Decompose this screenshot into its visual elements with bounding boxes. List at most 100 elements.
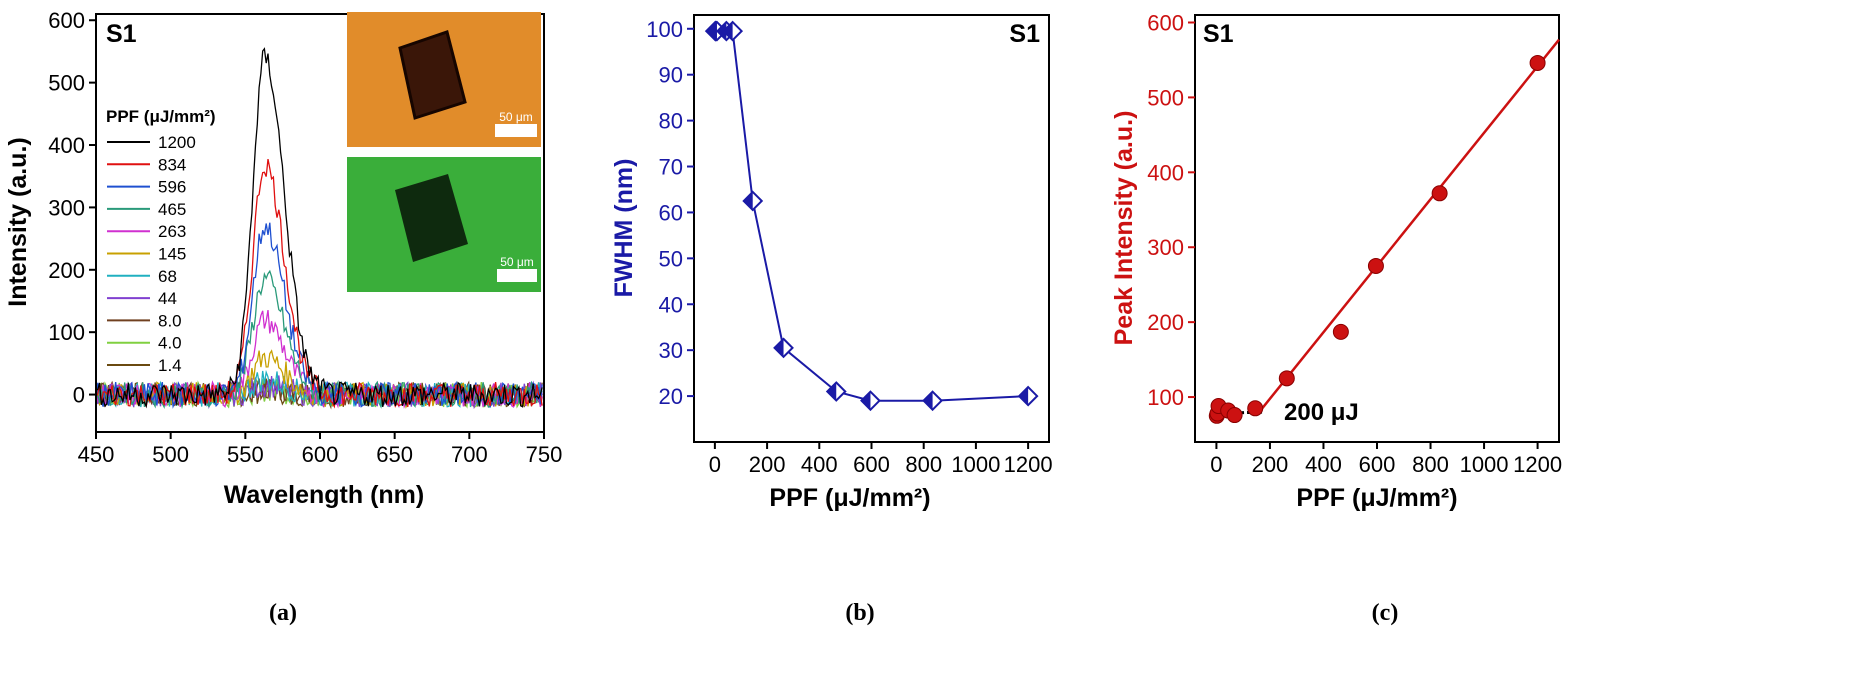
x-tick-label: 400 [801,452,838,477]
x-tick-label: 600 [853,452,890,477]
y-tick-label: 500 [48,71,85,96]
fwhm-point-fill [774,338,784,357]
y-tick-label: 400 [1147,160,1184,185]
y-tick-label: 30 [659,338,683,363]
panel-a: 450 500 550 600 650 700 750 0 100 200 300 400 500 600… [4,8,562,509]
fwhm-line [715,30,1029,402]
fwhm-point-fill [1019,387,1029,406]
panel-b-data [704,20,1039,412]
panel-c-xlabel: PPF (μJ/mm²) [1296,484,1457,512]
y-tick-label: 100 [646,17,683,42]
legend-label-68: 68 [158,267,177,286]
fwhm-point-fill [717,22,727,41]
panel-c: 0 200 400 600 800 1000 1200100200300400500600 … [1110,10,1562,512]
fwhm-point-fill [723,22,733,41]
peak-point [1431,185,1448,202]
y-tick-label: 20 [659,384,683,409]
x-tick-label: 200 [1252,452,1289,477]
x-tick-label: 0 [709,452,721,477]
inset-optical-scale-label: 50 μm [499,110,533,124]
fwhm-point-fill [743,191,753,210]
y-tick-label: 500 [1147,85,1184,110]
caption-b: (b) [845,600,874,626]
x-tick-label: 1200 [1004,452,1053,477]
caption-c: (c) [1372,600,1399,626]
peak-point [1367,257,1384,274]
x-tick-label: 0 [1210,452,1222,477]
inset-fluorescence-image: 50 μm [347,157,541,292]
x-tick-label: 200 [749,452,786,477]
fwhm-point-fill [861,391,871,410]
legend-label-44: 44 [158,289,177,308]
x-tick-label: 650 [376,442,413,467]
spectra-series-group [95,47,543,410]
panel-a-ylabel: Intensity (a.u.) [4,137,32,306]
inset-optical-crystal [398,30,467,120]
y-tick-label: 400 [48,133,85,158]
y-tick-label: 200 [48,258,85,283]
x-tick-label: 750 [526,442,563,467]
panel-b-ticks: 0 200 400 600 800 1000 1200 20 30 40 50 60 70 80 90 100 [646,17,1052,477]
y-tick-label: 0 [73,383,85,408]
panel-b-corner-label: S1 [1009,20,1040,48]
inset-optical-scalebar [495,124,537,137]
peak-point [1529,54,1546,71]
inset-optical-image: 50 μm [347,12,541,147]
x-tick-label: 800 [1412,452,1449,477]
legend-label-4.0: 4.0 [158,334,182,353]
inset-fluorescence-scale-label: 50 μm [500,255,534,269]
spectrum-line-1200 [95,47,543,409]
y-tick-label: 40 [659,292,683,317]
fit-line [1258,38,1560,413]
legend-title: PPF (μJ/mm²) [106,107,216,126]
inset-fluorescence-scalebar [497,269,537,282]
x-tick-label: 700 [451,442,488,467]
y-tick-label: 200 [1147,310,1184,335]
x-tick-label: 600 [302,442,339,467]
x-tick-label: 800 [905,452,942,477]
panel-c-ylabel: Peak Intensity (a.u.) [1110,111,1138,346]
panel-a-corner-label: S1 [106,20,137,48]
panel-b-ylabel: FWHM (nm) [610,159,638,298]
legend-label-465: 465 [158,200,186,219]
y-tick-label: 100 [1147,385,1184,410]
legend-label-596: 596 [158,178,186,197]
y-tick-label: 50 [659,246,683,271]
legend-label-1200: 1200 [158,133,196,152]
fwhm-point-fill [923,391,933,410]
x-tick-label: 1000 [1460,452,1509,477]
panel-c-ticks: 0 200 400 600 800 1000 1200 100 200 300 400 500 600 [1147,10,1562,477]
panel-c-data [1208,38,1560,424]
y-tick-label: 90 [659,63,683,88]
x-tick-label: 1200 [1513,452,1562,477]
x-tick-label: 450 [78,442,115,467]
panel-a-ticks: 450 500 550 600 650 700 750 0 100 200 300 400 500 600 [48,8,562,467]
legend-label-834: 834 [158,155,186,174]
panel-c-corner-label: S1 [1203,20,1234,48]
y-tick-label: 300 [48,195,85,220]
panel-b: 0 200 400 600 800 1000 1200 20 30 40 50 60 70 80 90 100… [610,14,1053,512]
panel-b-frame [693,14,1050,443]
y-tick-label: 60 [659,200,683,225]
y-tick-label: 80 [659,109,683,134]
x-tick-label: 550 [227,442,264,467]
y-tick-label: 600 [1147,10,1184,35]
y-tick-label: 600 [48,8,85,33]
fit-annotation: 200 μJ [1284,399,1359,426]
panel-a-xlabel: Wavelength (nm) [224,481,424,509]
x-tick-label: 400 [1305,452,1342,477]
legend-label-263: 263 [158,222,186,241]
panel-b-xlabel: PPF (μJ/mm²) [769,484,930,512]
peak-point [1247,400,1264,417]
legend-label-8.0: 8.0 [158,311,182,330]
inset-fluorescence-crystal [395,174,468,262]
peak-point [1226,407,1243,424]
x-tick-label: 1000 [951,452,1000,477]
x-tick-label: 500 [152,442,189,467]
peak-point [1332,323,1349,340]
panel-c-frame [1194,14,1560,443]
legend-label-145: 145 [158,245,186,264]
fwhm-point-fill [827,382,837,401]
y-tick-label: 70 [659,155,683,180]
